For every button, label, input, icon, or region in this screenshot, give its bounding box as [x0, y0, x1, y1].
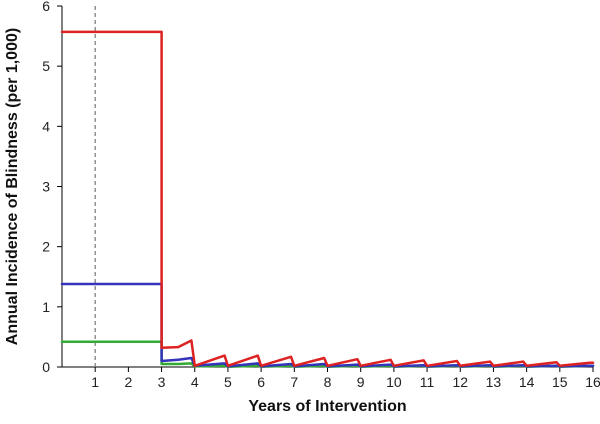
x-tick-label: 2	[124, 374, 132, 390]
series-line-2	[60, 282, 595, 368]
x-tick-label: 15	[552, 374, 568, 390]
y-tick-label: 5	[42, 58, 50, 74]
series-lines	[60, 30, 595, 368]
x-axis-ticks: 1 2 3 4 5 6 7 8 9 10 11 12 13 14 15 16	[91, 367, 600, 390]
y-tick-label: 2	[42, 239, 50, 255]
y-tick-label: 6	[42, 0, 50, 14]
y-tick-label: 3	[42, 179, 50, 195]
x-tick-label: 8	[324, 374, 332, 390]
y-tick-label: 4	[42, 118, 50, 134]
x-tick-label: 11	[420, 374, 435, 390]
x-tick-label: 13	[486, 374, 502, 390]
x-tick-label: 3	[158, 374, 166, 390]
x-tick-label: 7	[290, 374, 298, 390]
x-tick-label: 12	[452, 374, 468, 390]
y-axis-title: Annual Incidence of Blindness (per 1,000…	[4, 28, 21, 345]
x-tick-label: 6	[257, 374, 265, 390]
axes	[61, 6, 593, 368]
x-tick-label: 4	[191, 374, 199, 390]
series-line-3	[60, 30, 595, 368]
x-tick-label: 16	[585, 374, 600, 390]
x-tick-label: 10	[386, 374, 402, 390]
x-tick-label: 1	[91, 374, 99, 390]
x-tick-label: 5	[224, 374, 232, 390]
x-tick-label: 9	[357, 374, 365, 390]
y-tick-label: 1	[42, 299, 50, 315]
x-tick-label: 14	[519, 374, 535, 390]
y-tick-label: 0	[42, 359, 50, 375]
y-axis-ticks: 0 1 2 3 4 5 6	[42, 0, 62, 375]
x-axis-title: Years of Intervention	[248, 398, 406, 415]
